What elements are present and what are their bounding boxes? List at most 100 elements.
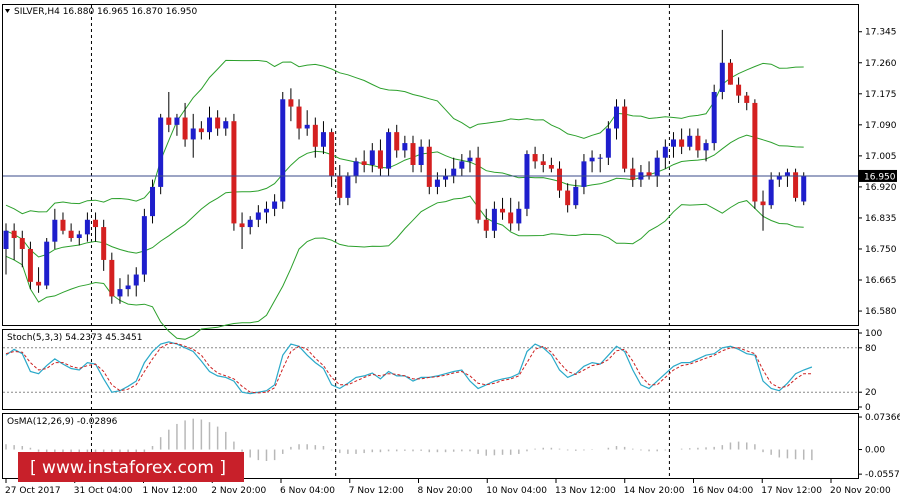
candle-body [101, 227, 107, 260]
candle-body [557, 168, 563, 191]
candle-body [776, 175, 782, 180]
candle-body [540, 161, 546, 165]
candle-body [760, 201, 766, 206]
candle-body [443, 175, 449, 180]
candle [500, 197, 506, 220]
watermark[interactable]: [ www.instaforex.com ] [18, 452, 244, 482]
candle-body [263, 208, 269, 213]
candle-body [605, 128, 611, 158]
candle-body [190, 128, 196, 140]
candle [605, 121, 611, 165]
x-tick-label: 6 Nov 04:00 [280, 486, 335, 496]
candle [443, 168, 449, 187]
x-tick-label: 10 Nov 04:00 [486, 486, 547, 496]
x-tick-label: 13 Nov 12:00 [555, 486, 616, 496]
candle-body [646, 172, 652, 176]
candle-body [434, 179, 440, 187]
candle [36, 267, 42, 293]
session-separators [90, 5, 670, 478]
stochastic-panel[interactable] [2, 329, 859, 410]
candle [784, 168, 790, 187]
price-y-tick-label: 17.005 [865, 152, 897, 162]
candle [679, 128, 685, 155]
candle-body [11, 230, 17, 239]
candle [622, 99, 628, 173]
candle [93, 212, 99, 242]
x-tick-label: 14 Nov 20:00 [624, 486, 685, 496]
candle [27, 241, 33, 290]
x-tick-label: 7 Nov 12:00 [349, 486, 404, 496]
candle [516, 201, 522, 231]
price-y-tick-label: 17.175 [865, 90, 897, 100]
candle-body [475, 157, 481, 220]
candle [361, 150, 367, 173]
candle-body [109, 259, 115, 297]
candle-body [377, 150, 383, 169]
candle [223, 117, 229, 136]
price-y-tick-label: 16.665 [865, 276, 897, 286]
osma-panel-title: OsMA(12,26,9) -0.02896 [7, 417, 118, 427]
candle-body [231, 121, 237, 224]
price-panel[interactable] [2, 4, 859, 326]
candle-body [255, 212, 261, 220]
stochastic-signal-line [5, 342, 812, 394]
price-panel-title: SILVER,H4 16.880 16.965 16.870 16.950 [14, 7, 198, 17]
candle-body [768, 179, 774, 206]
candle-body [272, 201, 278, 209]
candle-body [410, 143, 416, 165]
candle-body [500, 208, 506, 213]
candle-body [752, 102, 758, 202]
candle-body [166, 117, 172, 125]
candle [304, 110, 310, 136]
stochastic-main-line [5, 341, 813, 395]
x-tick-label: 17 Nov 12:00 [761, 486, 822, 496]
candle [589, 150, 595, 173]
candle-body [76, 234, 82, 239]
candle [491, 201, 497, 239]
candle [141, 208, 147, 282]
candle-body [711, 91, 717, 144]
candle-body [345, 175, 351, 198]
candle [296, 99, 302, 140]
candle [158, 113, 164, 195]
candle-body [654, 157, 660, 176]
candle [312, 117, 318, 158]
candle-body [630, 168, 636, 180]
candle-body [215, 117, 221, 129]
candle [109, 252, 115, 304]
price-y-tick-label: 17.345 [865, 28, 897, 38]
candle-body [198, 128, 204, 133]
candle-body [548, 165, 554, 169]
candle [247, 216, 253, 235]
osma-panel[interactable] [2, 413, 859, 479]
candle-body [483, 219, 489, 231]
candle [768, 172, 774, 209]
candle [524, 150, 530, 217]
candle [719, 29, 725, 100]
candle [508, 197, 514, 231]
candle [573, 179, 579, 209]
candle [377, 139, 383, 176]
dropdown-triangle-icon [5, 9, 10, 13]
candle-body [44, 241, 50, 286]
candle-body [662, 146, 668, 158]
candle-body [280, 99, 286, 202]
candle [548, 157, 554, 173]
candle-body [60, 219, 66, 231]
candle [475, 146, 481, 224]
price-y-tick-label: 16.580 [865, 307, 897, 317]
candle [451, 157, 457, 184]
x-tick-label: 8 Nov 20:00 [418, 486, 473, 496]
candle-body [418, 146, 424, 165]
current-price-label-bg [859, 169, 897, 182]
candle-body [524, 154, 530, 209]
candle [744, 91, 750, 111]
candle-body [508, 212, 514, 224]
osma-y-tick-label: -0.05578 [865, 470, 900, 480]
candle-body [614, 106, 619, 129]
candle [483, 208, 489, 239]
candle [410, 135, 416, 173]
candle-body [141, 216, 147, 275]
